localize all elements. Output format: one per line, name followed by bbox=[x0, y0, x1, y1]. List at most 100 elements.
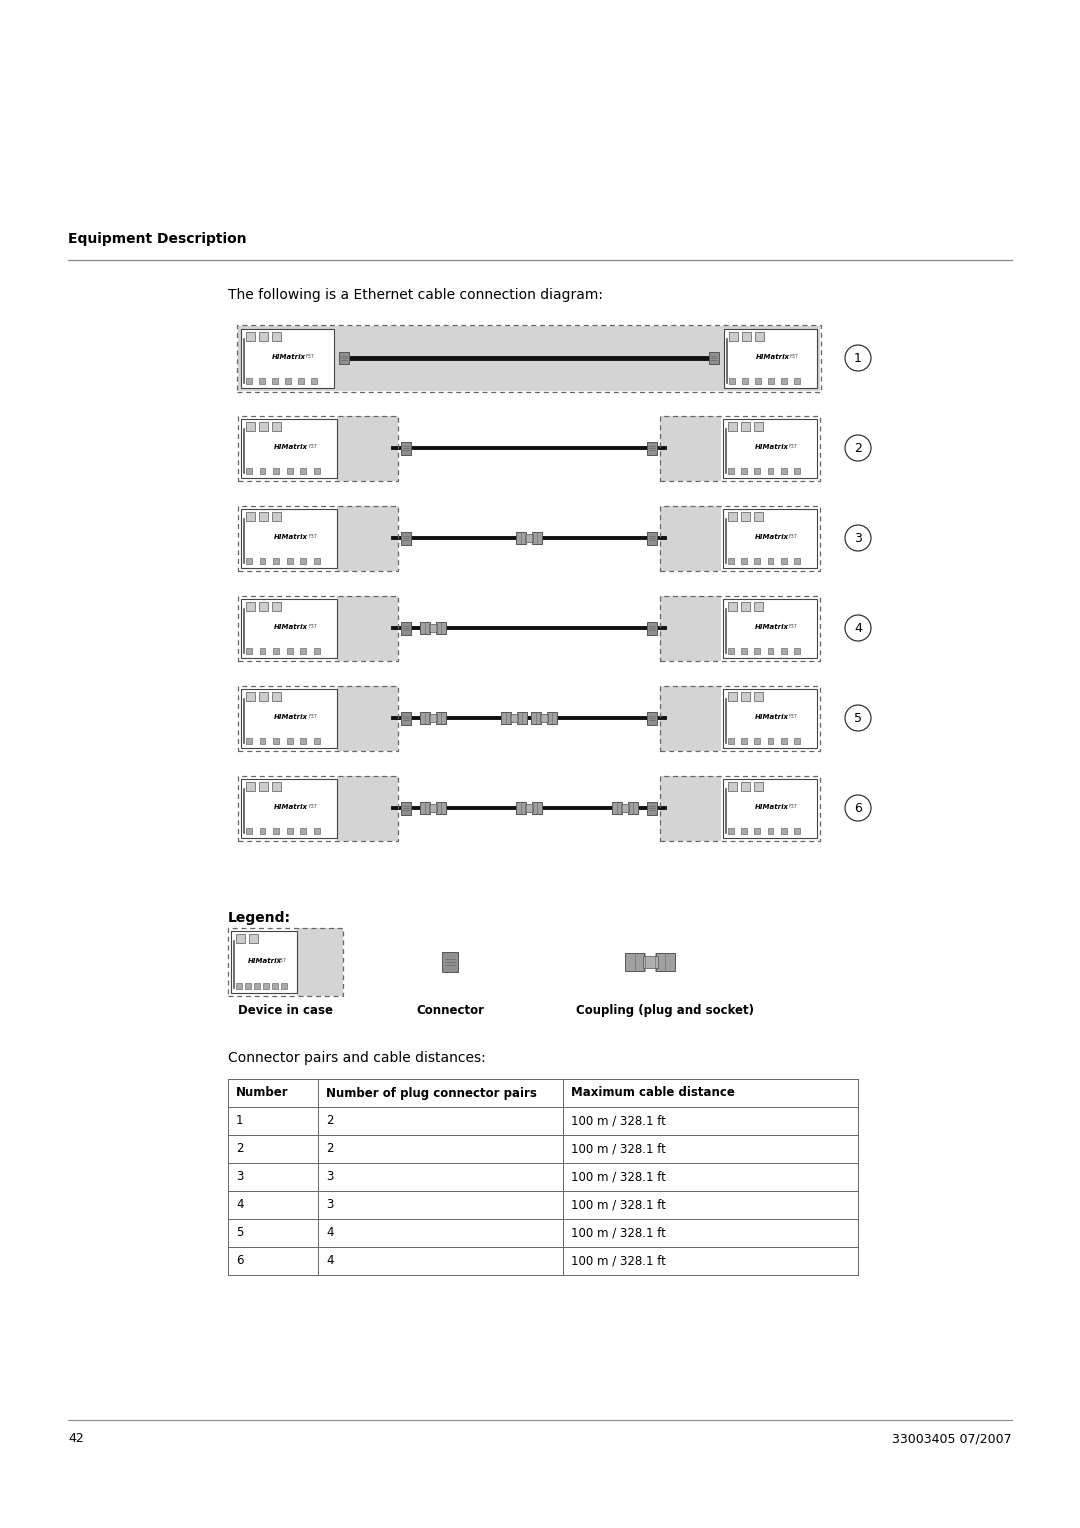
Bar bbox=[660, 686, 720, 750]
Bar bbox=[742, 377, 748, 384]
Text: 4: 4 bbox=[854, 622, 862, 634]
Bar bbox=[794, 828, 800, 833]
Text: 100 m / 328.1 ft: 100 m / 328.1 ft bbox=[571, 1143, 666, 1155]
Bar bbox=[286, 738, 293, 744]
Text: F37: F37 bbox=[788, 445, 798, 449]
Bar bbox=[401, 622, 411, 634]
Bar bbox=[510, 714, 518, 723]
Bar bbox=[436, 622, 446, 634]
Bar bbox=[238, 686, 399, 750]
Bar bbox=[246, 558, 252, 564]
Bar bbox=[286, 558, 293, 564]
Text: HIMatrix: HIMatrix bbox=[274, 804, 308, 810]
Text: 3: 3 bbox=[237, 1170, 243, 1184]
Bar bbox=[754, 648, 760, 654]
Circle shape bbox=[845, 614, 870, 642]
Bar bbox=[723, 778, 816, 837]
Bar bbox=[741, 828, 747, 833]
Bar bbox=[754, 512, 762, 521]
Bar bbox=[629, 802, 638, 814]
Bar bbox=[245, 983, 252, 989]
Bar bbox=[238, 416, 399, 480]
Text: HIMatrix: HIMatrix bbox=[274, 714, 308, 720]
Bar bbox=[754, 738, 760, 744]
Text: HIMatrix: HIMatrix bbox=[755, 623, 788, 630]
Bar bbox=[754, 468, 760, 474]
Bar bbox=[728, 828, 733, 833]
Bar bbox=[259, 377, 265, 384]
Bar bbox=[647, 802, 657, 814]
Bar bbox=[768, 828, 773, 833]
Bar bbox=[246, 377, 252, 384]
Bar bbox=[782, 377, 787, 384]
Bar bbox=[259, 738, 266, 744]
Text: 100 m / 328.1 ft: 100 m / 328.1 ft bbox=[571, 1254, 666, 1268]
Circle shape bbox=[845, 704, 870, 730]
Bar bbox=[728, 468, 733, 474]
Bar bbox=[238, 776, 399, 840]
Bar bbox=[241, 509, 337, 567]
Text: 6: 6 bbox=[237, 1254, 243, 1268]
Bar bbox=[273, 648, 279, 654]
Circle shape bbox=[845, 435, 870, 461]
Bar bbox=[300, 738, 306, 744]
Bar bbox=[241, 689, 337, 747]
Bar bbox=[339, 351, 349, 364]
Bar bbox=[436, 712, 446, 724]
Text: HIMatrix: HIMatrix bbox=[248, 958, 282, 964]
Bar bbox=[241, 599, 337, 657]
Bar bbox=[238, 686, 399, 750]
Bar bbox=[273, 828, 279, 833]
Bar bbox=[401, 802, 411, 814]
Text: 100 m / 328.1 ft: 100 m / 328.1 ft bbox=[571, 1114, 666, 1128]
Bar bbox=[442, 952, 458, 972]
Bar bbox=[259, 828, 266, 833]
Text: Maximum cable distance: Maximum cable distance bbox=[571, 1086, 734, 1100]
Bar bbox=[647, 712, 657, 724]
Text: F37: F37 bbox=[309, 714, 318, 720]
Bar bbox=[337, 596, 399, 660]
Bar bbox=[660, 686, 820, 750]
Bar bbox=[531, 712, 541, 724]
Bar bbox=[246, 648, 252, 654]
Bar bbox=[249, 934, 258, 943]
Bar bbox=[794, 558, 800, 564]
Bar bbox=[246, 602, 255, 611]
Text: HIMatrix: HIMatrix bbox=[755, 804, 788, 810]
Bar bbox=[286, 828, 293, 833]
Bar bbox=[314, 648, 320, 654]
Bar bbox=[723, 419, 816, 477]
Text: 3: 3 bbox=[326, 1198, 334, 1212]
Bar bbox=[660, 776, 820, 840]
Text: 2: 2 bbox=[854, 442, 862, 454]
Bar bbox=[300, 828, 306, 833]
Bar bbox=[723, 689, 816, 747]
Bar bbox=[429, 714, 437, 723]
Text: F37: F37 bbox=[789, 354, 798, 359]
Text: Number of plug connector pairs: Number of plug connector pairs bbox=[326, 1086, 537, 1100]
Bar bbox=[728, 648, 733, 654]
Bar bbox=[729, 377, 735, 384]
Bar bbox=[660, 416, 820, 480]
Bar bbox=[754, 692, 762, 700]
Bar bbox=[728, 602, 737, 611]
Bar bbox=[742, 332, 752, 341]
Text: F37: F37 bbox=[788, 714, 798, 720]
Bar bbox=[540, 714, 548, 723]
Circle shape bbox=[845, 345, 870, 371]
Bar bbox=[795, 377, 800, 384]
Bar bbox=[794, 738, 800, 744]
Bar bbox=[246, 422, 255, 431]
Text: Connector: Connector bbox=[416, 1004, 484, 1018]
Bar bbox=[259, 422, 268, 431]
Text: Number: Number bbox=[237, 1086, 288, 1100]
Text: 100 m / 328.1 ft: 100 m / 328.1 ft bbox=[571, 1170, 666, 1184]
Bar bbox=[272, 422, 281, 431]
Bar bbox=[781, 558, 786, 564]
Bar bbox=[238, 506, 399, 570]
Bar bbox=[660, 506, 820, 570]
Bar bbox=[643, 955, 658, 969]
Text: 4: 4 bbox=[326, 1254, 334, 1268]
Bar bbox=[532, 802, 542, 814]
Bar bbox=[237, 983, 242, 989]
